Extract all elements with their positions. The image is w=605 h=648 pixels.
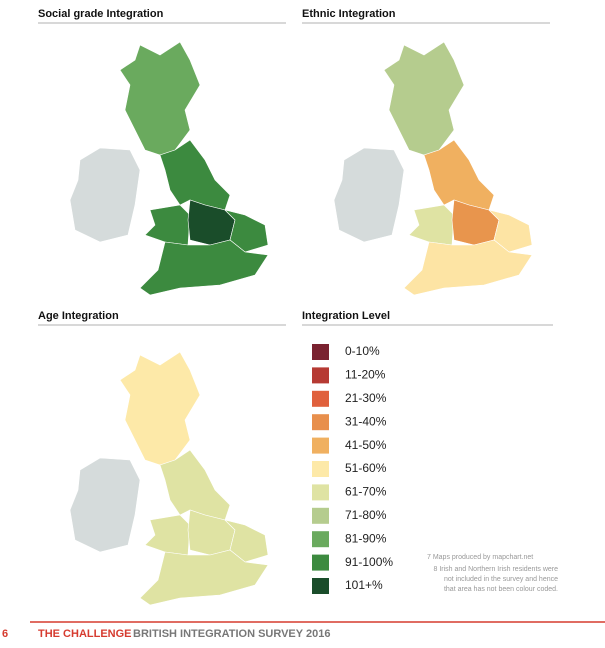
map-region xyxy=(144,204,191,246)
map-region xyxy=(187,199,236,246)
map xyxy=(69,351,269,606)
map-region xyxy=(69,147,141,243)
map-region xyxy=(144,514,191,556)
map-title: Social grade Integration xyxy=(38,8,164,20)
legend-label: 51-60% xyxy=(345,461,387,475)
legend-label: 0-10% xyxy=(345,344,380,358)
legend-swatch xyxy=(312,531,329,548)
map-region xyxy=(403,239,533,296)
legend-label: 101+% xyxy=(345,578,383,592)
legend-title: Integration Level xyxy=(302,310,390,322)
map-region xyxy=(383,41,465,156)
footnote: that area has not been colour coded. xyxy=(444,586,558,593)
legend-swatch xyxy=(312,367,329,384)
map-region xyxy=(488,209,533,253)
footer-section: THE CHALLENGE xyxy=(38,628,132,640)
legend-swatch xyxy=(312,390,329,407)
legend-swatch xyxy=(312,578,329,594)
legend-swatch xyxy=(312,554,329,571)
map-region xyxy=(408,204,455,246)
map-region xyxy=(69,457,141,553)
map-region xyxy=(451,199,500,246)
legend-swatch xyxy=(312,437,329,454)
footnote: 8 Irish and Northern Irish residents wer… xyxy=(434,566,559,573)
legend-label: 91-100% xyxy=(345,555,393,569)
map-region xyxy=(139,239,269,296)
footnote: not included in the survey and hence xyxy=(444,576,558,583)
map xyxy=(69,41,269,296)
map-region xyxy=(224,209,269,253)
page-number: 6 xyxy=(2,628,8,640)
map-region xyxy=(119,41,201,156)
map xyxy=(333,41,533,296)
legend-swatch xyxy=(312,484,329,501)
legend-swatch xyxy=(312,344,329,360)
map-title: Ethnic Integration xyxy=(302,8,396,20)
legend-label: 21-30% xyxy=(345,391,387,405)
legend-label: 31-40% xyxy=(345,414,387,428)
footnote: 7 Maps produced by mapchart.net xyxy=(427,554,533,561)
legend-label: 71-80% xyxy=(345,508,387,522)
legend-swatch xyxy=(312,507,329,524)
map-title: Age Integration xyxy=(38,310,119,322)
legend-label: 61-70% xyxy=(345,485,387,499)
footer-publication: BRITISH INTEGRATION SURVEY 2016 xyxy=(133,628,330,640)
legend-swatch xyxy=(312,414,329,431)
map-region xyxy=(333,147,405,243)
map-region xyxy=(224,519,269,563)
map-region xyxy=(187,509,236,556)
legend-label: 41-50% xyxy=(345,438,387,452)
legend-swatch xyxy=(312,461,329,477)
map-region xyxy=(139,549,269,606)
legend-label: 11-20% xyxy=(345,368,386,382)
map-region xyxy=(119,351,201,466)
legend-label: 81-90% xyxy=(345,531,387,545)
